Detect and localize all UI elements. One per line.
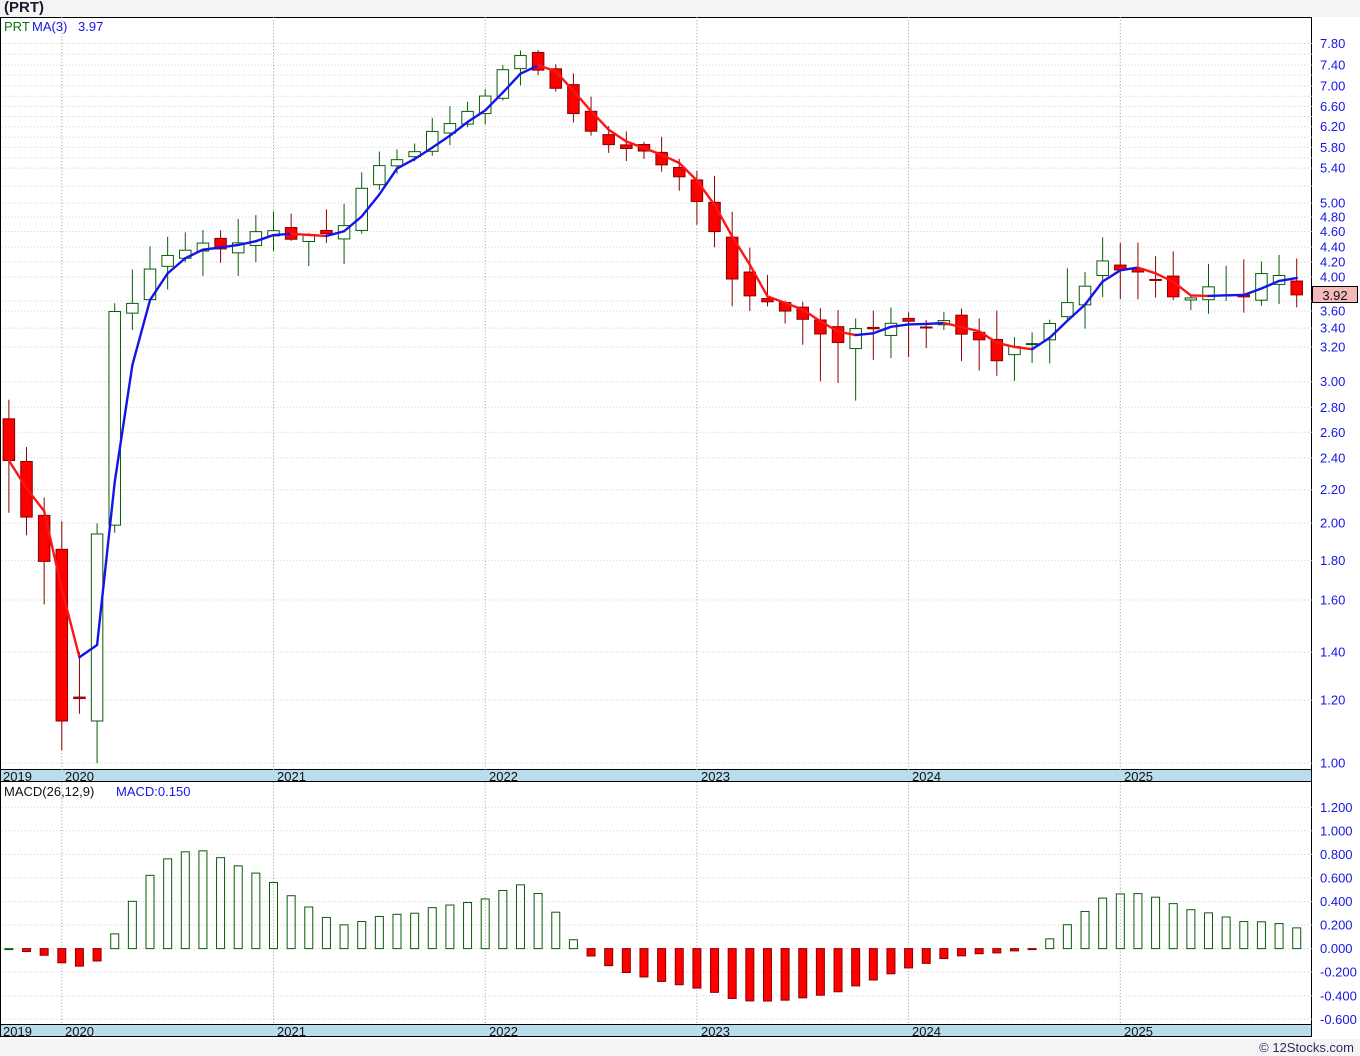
svg-text:3.20: 3.20 <box>1320 340 1345 355</box>
svg-text:4.40: 4.40 <box>1320 240 1345 255</box>
svg-text:1.40: 1.40 <box>1320 645 1345 660</box>
svg-text:2.80: 2.80 <box>1320 400 1345 415</box>
svg-text:4.00: 4.00 <box>1320 270 1345 285</box>
svg-text:0.200: 0.200 <box>1320 918 1353 933</box>
svg-text:4.60: 4.60 <box>1320 224 1345 239</box>
svg-text:5.80: 5.80 <box>1320 140 1345 155</box>
svg-text:2.40: 2.40 <box>1320 450 1345 465</box>
svg-text:1.20: 1.20 <box>1320 693 1345 708</box>
svg-text:6.60: 6.60 <box>1320 99 1345 114</box>
svg-text:1.000: 1.000 <box>1320 823 1353 838</box>
svg-text:0.800: 0.800 <box>1320 847 1353 862</box>
svg-text:3.40: 3.40 <box>1320 321 1345 336</box>
svg-text:-0.400: -0.400 <box>1320 988 1357 1003</box>
svg-text:1.00: 1.00 <box>1320 756 1345 771</box>
svg-text:-0.200: -0.200 <box>1320 965 1357 980</box>
svg-text:5.40: 5.40 <box>1320 161 1345 176</box>
svg-text:2.60: 2.60 <box>1320 425 1345 440</box>
svg-text:0.600: 0.600 <box>1320 870 1353 885</box>
svg-text:0.400: 0.400 <box>1320 894 1353 909</box>
svg-text:7.00: 7.00 <box>1320 79 1345 94</box>
svg-text:2.20: 2.20 <box>1320 482 1345 497</box>
svg-text:3.60: 3.60 <box>1320 304 1345 319</box>
svg-text:1.80: 1.80 <box>1320 553 1345 568</box>
svg-text:0.000: 0.000 <box>1320 941 1353 956</box>
svg-text:2.00: 2.00 <box>1320 516 1345 531</box>
svg-text:7.40: 7.40 <box>1320 58 1345 73</box>
svg-text:6.20: 6.20 <box>1320 119 1345 134</box>
svg-text:-0.600: -0.600 <box>1320 1012 1357 1027</box>
svg-text:4.20: 4.20 <box>1320 255 1345 270</box>
svg-text:7.80: 7.80 <box>1320 36 1345 51</box>
svg-text:4.80: 4.80 <box>1320 210 1345 225</box>
svg-text:5.00: 5.00 <box>1320 196 1345 211</box>
svg-text:3.00: 3.00 <box>1320 374 1345 389</box>
svg-text:1.60: 1.60 <box>1320 593 1345 608</box>
svg-text:1.200: 1.200 <box>1320 800 1353 815</box>
